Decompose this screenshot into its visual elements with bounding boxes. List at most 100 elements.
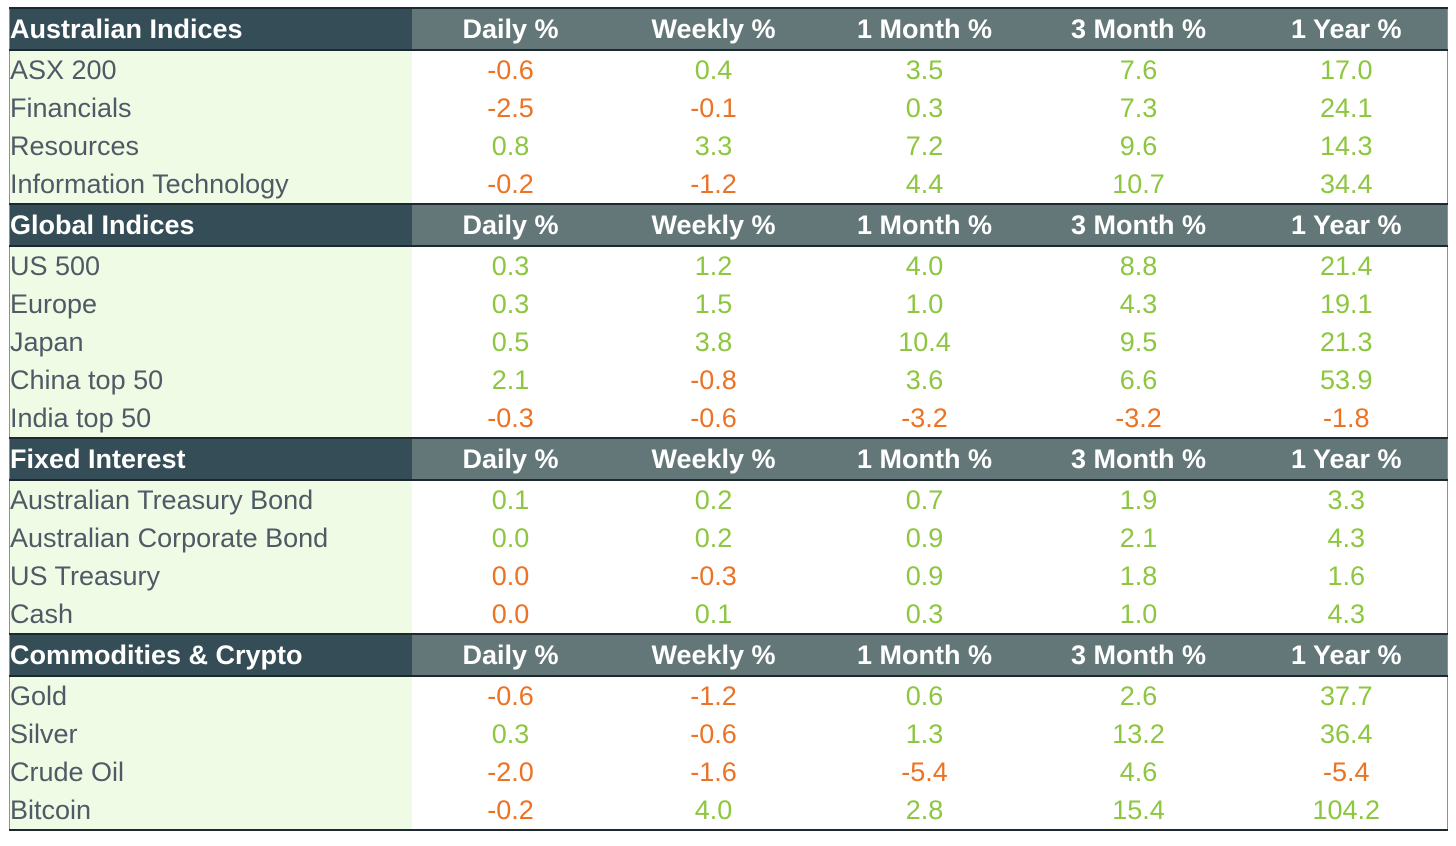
value-cell: -0.3 <box>487 402 534 433</box>
column-header: 3 Month % <box>1031 437 1246 481</box>
column-header: Daily % <box>411 7 610 51</box>
value-cell: 36.4 <box>1319 718 1373 749</box>
table-row: Information Technology -0.2 -1.2 4.4 10.7 34.… <box>9 165 1448 204</box>
value-cell: 0.8 <box>491 130 530 161</box>
value-cell: 53.9 <box>1319 364 1373 395</box>
value-cell: 3.5 <box>905 54 944 85</box>
value-cell: 37.7 <box>1319 680 1373 711</box>
table-row: India top 50 -0.3 -0.6 -3.2 -3.2 -1.8 <box>9 399 1448 438</box>
value-cell: 14.3 <box>1319 130 1373 161</box>
row-label: Europe <box>9 285 412 323</box>
value-cell: 0.0 <box>491 598 530 629</box>
value-cell: -0.6 <box>487 54 534 85</box>
row-label: India top 50 <box>9 399 412 438</box>
value-cell: 15.4 <box>1112 794 1165 825</box>
row-label: Japan <box>9 323 412 361</box>
row-label: Information Technology <box>9 165 412 204</box>
table-row: US 500 0.3 1.2 4.0 8.8 21.4 <box>9 246 1448 285</box>
table-row: ASX 200 -0.6 0.4 3.5 7.6 17.0 <box>9 50 1448 89</box>
value-cell: -5.4 <box>901 756 948 787</box>
value-cell: 7.3 <box>1119 92 1158 123</box>
value-cell: 0.3 <box>905 598 944 629</box>
section-title: Commodities & Crypto <box>9 633 412 677</box>
value-cell: -0.6 <box>690 718 737 749</box>
row-label: Bitcoin <box>9 791 412 830</box>
row-label: Gold <box>9 676 412 715</box>
value-cell: 1.3 <box>905 718 944 749</box>
column-header: 1 Month % <box>817 7 1032 51</box>
value-cell: 34.4 <box>1319 168 1373 199</box>
row-label: Financials <box>9 89 412 127</box>
column-header: 1 Year % <box>1245 7 1448 51</box>
value-cell: 4.0 <box>905 250 944 281</box>
value-cell: 0.3 <box>491 288 530 319</box>
column-header: 1 Month % <box>817 633 1032 677</box>
column-header: 1 Year % <box>1245 437 1448 481</box>
value-cell: -0.2 <box>487 168 534 199</box>
value-cell: -0.2 <box>487 794 534 825</box>
value-cell: -1.2 <box>690 168 737 199</box>
value-cell: -1.8 <box>1322 402 1370 433</box>
table-row: Resources 0.8 3.3 7.2 9.6 14.3 <box>9 127 1448 165</box>
section-title: Global Indices <box>9 203 412 247</box>
value-cell: 10.7 <box>1112 168 1165 199</box>
table-row: Silver 0.3 -0.6 1.3 13.2 36.4 <box>9 715 1448 753</box>
column-header: 3 Month % <box>1031 7 1246 51</box>
table-row: Australian Corporate Bond 0.0 0.2 0.9 2.1 4.3 <box>9 519 1448 557</box>
value-cell: -5.4 <box>1322 756 1370 787</box>
section-title: Fixed Interest <box>9 437 412 481</box>
column-header: Weekly % <box>609 203 818 247</box>
value-cell: 0.3 <box>491 250 530 281</box>
table-row: Gold -0.6 -1.2 0.6 2.6 37.7 <box>9 676 1448 715</box>
row-label: Cash <box>9 595 412 634</box>
column-header: Daily % <box>411 203 610 247</box>
value-cell: 0.3 <box>905 92 944 123</box>
value-cell: -2.5 <box>487 92 534 123</box>
value-cell: 1.0 <box>1119 598 1158 629</box>
value-cell: 3.3 <box>1327 484 1366 515</box>
value-cell: 4.3 <box>1327 522 1366 553</box>
value-cell: 3.3 <box>694 130 733 161</box>
row-label: Resources <box>9 127 412 165</box>
column-header: 1 Year % <box>1245 633 1448 677</box>
value-cell: 4.4 <box>905 168 944 199</box>
table-row: Financials -2.5 -0.1 0.3 7.3 24.1 <box>9 89 1448 127</box>
row-label: Australian Treasury Bond <box>9 480 412 519</box>
market-performance-table: Australian Indices Daily % Weekly % 1 Month… <box>9 7 1448 831</box>
value-cell: 0.2 <box>694 522 733 553</box>
section-header-row: Fixed Interest Daily % Weekly % 1 Month % 3 … <box>9 437 1448 481</box>
value-cell: 0.9 <box>905 522 944 553</box>
value-cell: -0.3 <box>690 560 737 591</box>
value-cell: 2.8 <box>905 794 944 825</box>
value-cell: 9.6 <box>1119 130 1158 161</box>
value-cell: 4.0 <box>694 794 733 825</box>
value-cell: -0.6 <box>690 402 737 433</box>
column-header: Weekly % <box>609 633 818 677</box>
value-cell: 10.4 <box>898 326 951 357</box>
value-cell: 0.5 <box>491 326 530 357</box>
value-cell: 0.4 <box>694 54 733 85</box>
value-cell: 1.2 <box>694 250 733 281</box>
row-label: Silver <box>9 715 412 753</box>
value-cell: 0.9 <box>905 560 944 591</box>
row-label: Australian Corporate Bond <box>9 519 412 557</box>
value-cell: 2.6 <box>1119 680 1158 711</box>
value-cell: 3.6 <box>905 364 944 395</box>
value-cell: 17.0 <box>1319 54 1373 85</box>
value-cell: -0.6 <box>487 680 534 711</box>
section-header-row: Commodities & Crypto Daily % Weekly % 1 Mon… <box>9 633 1448 677</box>
value-cell: -3.2 <box>1115 402 1162 433</box>
column-header: Weekly % <box>609 7 818 51</box>
value-cell: -2.0 <box>487 756 534 787</box>
section-title: Australian Indices <box>9 7 412 51</box>
table-row: US Treasury 0.0 -0.3 0.9 1.8 1.6 <box>9 557 1448 595</box>
value-cell: 7.2 <box>905 130 944 161</box>
value-cell: 104.2 <box>1312 794 1381 825</box>
value-cell: 4.3 <box>1327 598 1366 629</box>
value-cell: 13.2 <box>1112 718 1165 749</box>
value-cell: 1.8 <box>1119 560 1158 591</box>
column-header: Daily % <box>411 633 610 677</box>
value-cell: 4.6 <box>1119 756 1158 787</box>
value-cell: 3.8 <box>694 326 733 357</box>
value-cell: 4.3 <box>1119 288 1158 319</box>
